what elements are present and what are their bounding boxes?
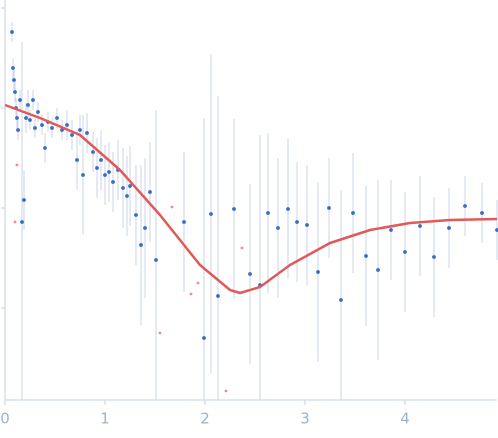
point — [121, 186, 125, 190]
point — [103, 173, 107, 177]
point — [148, 190, 152, 194]
point — [376, 268, 380, 272]
point — [95, 166, 99, 170]
point — [111, 180, 115, 184]
point — [432, 255, 436, 259]
point — [134, 213, 138, 217]
point — [224, 389, 228, 393]
point — [36, 110, 40, 114]
x-tick-label: 1 — [100, 410, 110, 428]
point — [75, 158, 79, 162]
point — [286, 207, 290, 211]
x-tick-label: 2 — [200, 410, 210, 428]
point — [43, 146, 47, 150]
point — [70, 133, 74, 137]
point — [128, 184, 132, 188]
point — [295, 220, 299, 224]
point — [189, 292, 193, 296]
point — [305, 223, 309, 227]
point — [232, 207, 236, 211]
point — [12, 78, 16, 82]
point — [389, 228, 393, 232]
point — [33, 126, 37, 130]
point — [158, 331, 162, 335]
point — [20, 220, 24, 224]
point — [40, 123, 44, 127]
point — [202, 336, 206, 340]
point — [364, 254, 368, 258]
point — [351, 211, 355, 215]
point — [10, 30, 14, 34]
x-tick-label: 4 — [400, 410, 410, 428]
point — [447, 226, 451, 230]
point — [209, 212, 213, 216]
point — [463, 204, 467, 208]
point — [248, 272, 252, 276]
fit-line — [4, 103, 498, 295]
point — [154, 258, 158, 262]
point — [276, 226, 280, 230]
point — [11, 66, 15, 70]
point — [216, 294, 220, 298]
point — [50, 126, 54, 130]
point — [16, 128, 20, 132]
point — [139, 243, 143, 247]
point — [81, 173, 85, 177]
point — [78, 128, 82, 132]
point — [99, 158, 103, 162]
point — [13, 90, 17, 94]
point — [65, 123, 69, 127]
point — [15, 163, 19, 167]
point — [480, 211, 484, 215]
point — [91, 150, 95, 154]
point — [182, 220, 186, 224]
point — [55, 116, 59, 120]
point — [31, 98, 35, 102]
point — [143, 226, 147, 230]
point — [170, 205, 174, 209]
point — [196, 281, 200, 285]
point — [240, 246, 244, 250]
point — [85, 131, 89, 135]
point — [28, 118, 32, 122]
x-tick-label: 0 — [0, 410, 10, 428]
point — [15, 116, 19, 120]
point — [107, 170, 111, 174]
point — [24, 116, 28, 120]
point — [26, 103, 30, 107]
point — [495, 228, 498, 232]
point — [125, 194, 129, 198]
point — [18, 98, 22, 102]
point — [316, 270, 320, 274]
point — [266, 211, 270, 215]
point — [339, 298, 343, 302]
point — [418, 224, 422, 228]
point — [403, 250, 407, 254]
point — [13, 220, 17, 224]
x-tick-label: 3 — [300, 410, 310, 428]
point — [327, 206, 331, 210]
point — [22, 198, 26, 202]
